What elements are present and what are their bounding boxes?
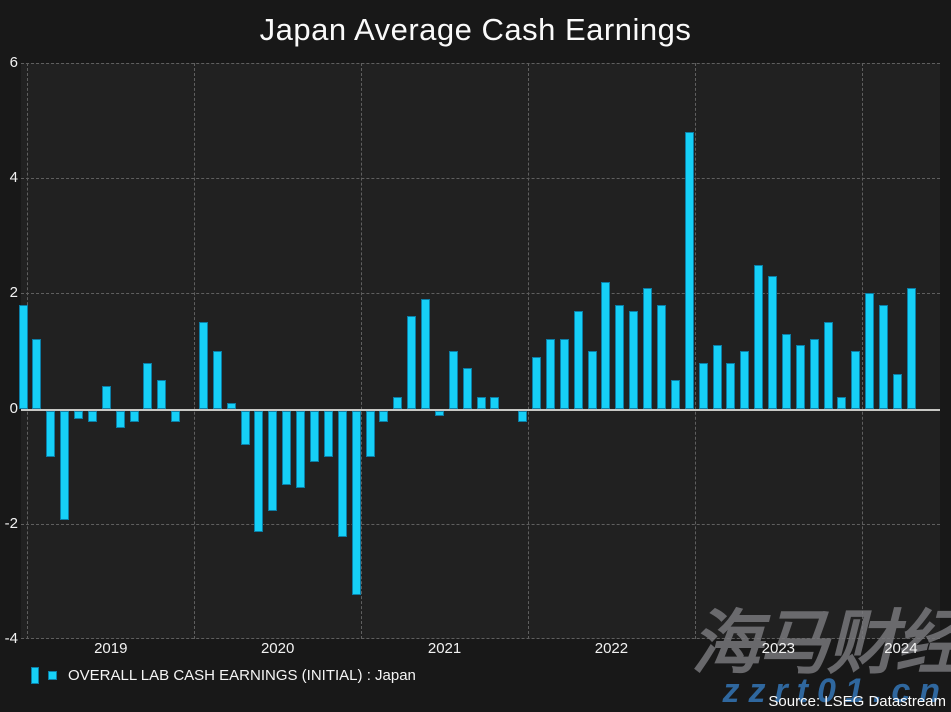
bar-2023-03 [726,362,736,409]
bar-2020-02 [212,351,222,409]
bar-2021-10 [490,397,500,409]
bar-2020-10 [323,410,333,457]
vgridline-2021 [361,63,363,639]
bar-2020-03 [226,402,236,409]
bar-2021-04 [407,316,417,409]
bar-2023-08 [795,345,805,409]
x-tick-label-2023: 2023 [761,640,796,657]
bar-2019-01 [32,339,42,409]
legend-label: OVERALL LAB CASH EARNINGS (INITIAL) : Ja… [68,667,416,684]
bar-2019-10 [157,379,167,409]
bar-2022-07 [615,304,625,409]
bar-2021-12 [518,410,528,423]
source-credit: Source: LSEG Datastream [768,693,946,710]
bar-2021-07 [448,351,458,409]
bar-2024-04 [906,287,916,409]
y-tick-label-0: 0 [9,399,18,417]
bar-2022-08 [629,310,639,409]
bar-2022-04 [573,310,583,409]
y-axis-labels: 6 4 2 0 -2 -4 [0,54,18,647]
hgridline-6 [21,63,940,64]
bar-2020-12 [351,410,361,595]
bar-2023-07 [781,333,791,409]
bar-2022-10 [656,304,666,409]
x-tick-label-2019: 2019 [94,640,128,657]
bar-2024-01 [865,293,875,409]
bar-2019-11 [171,410,181,423]
x-tick-label-2022: 2022 [594,640,629,657]
x-tick-label-2020: 2020 [260,640,295,657]
bar-2022-01 [532,356,542,409]
bar-2019-04 [74,410,84,420]
bar-2022-03 [559,339,569,409]
bar-2020-09 [309,410,319,463]
bar-2024-02 [879,304,889,409]
vgridline-2023 [694,63,696,639]
bar-2019-07 [115,410,125,428]
bar-2022-09 [643,287,653,409]
bar-2021-05 [421,299,431,409]
hgridline--4 [21,638,940,639]
bar-2020-11 [337,410,347,538]
bar-2021-09 [476,397,486,409]
bar-2019-05 [87,410,97,423]
bar-2021-03 [393,397,403,409]
vgridline-2022 [528,63,529,639]
bar-2018-12 [18,304,28,409]
bar-2023-05 [754,264,764,409]
chart-title: Japan Average Cash Earnings [259,12,692,47]
bar-2020-07 [282,410,292,486]
bar-2023-12 [851,351,861,409]
bar-2023-09 [809,339,819,409]
bar-2021-08 [462,368,472,409]
legend-bar-icon [31,667,39,684]
plot-area [18,63,940,639]
bar-2023-10 [823,322,833,409]
x-tick-label-2021: 2021 [427,640,462,657]
bar-2019-02 [46,410,56,457]
bar-2023-01 [698,362,708,409]
bar-2024-03 [892,374,902,409]
bar-2020-08 [296,410,306,489]
y-tick-label--4: -4 [4,630,18,647]
bar-2019-09 [143,362,153,409]
x-axis-labels: 2019 2020 2021 2022 2023 2024 [21,640,940,660]
hgridline--2 [21,523,940,525]
bar-2020-06 [268,410,278,512]
bar-2023-11 [837,397,847,409]
bar-2022-12 [684,132,694,409]
bar-2022-02 [545,339,555,409]
bar-2023-02 [712,345,722,409]
hgridline-4 [21,178,940,180]
bar-2021-02 [379,410,389,423]
bar-2019-08 [129,410,139,423]
bar-2023-06 [768,276,778,409]
bar-2020-05 [254,410,264,532]
bar-2019-03 [60,410,70,521]
legend-square-icon [48,671,57,680]
y-tick-label-6: 6 [9,54,18,71]
y-tick-label-4: 4 [9,169,18,187]
bar-2022-11 [670,379,680,409]
bar-2022-05 [587,351,597,409]
y-tick-label-2: 2 [9,284,18,302]
zero-axis-line [21,408,940,411]
vgridline-2024 [861,63,863,639]
bar-2022-06 [601,281,611,409]
watermark-chinese: 海马财经 [691,604,951,682]
x-tick-label-2024: 2024 [884,640,918,657]
bar-2021-06 [434,410,444,417]
bar-2023-04 [740,351,750,409]
vgridline-2019 [27,63,29,639]
vgridline-2020 [194,63,196,639]
bar-2020-04 [240,410,250,446]
hgridline-2 [21,293,940,295]
bar-2019-06 [101,385,111,409]
legend: OVERALL LAB CASH EARNINGS (INITIAL) : Ja… [31,667,416,684]
y-tick-label--2: -2 [4,514,18,532]
watermark-site: zzrt01.cn [722,672,949,710]
bar-2020-01 [198,322,208,409]
bar-2021-01 [365,410,375,457]
